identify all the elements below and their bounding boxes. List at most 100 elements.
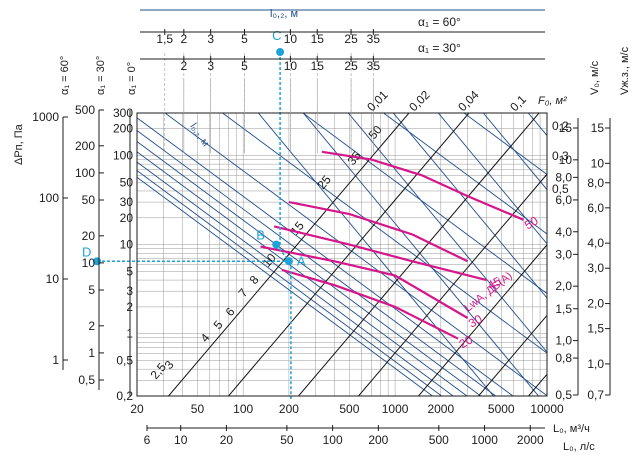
ls-tick-label: 500 xyxy=(429,433,449,447)
l02-lines-label: l₀,₂, м xyxy=(188,122,211,149)
y-tick-label: 100 xyxy=(113,149,133,163)
v0-tick-label: 1,5 xyxy=(555,302,572,316)
v0-tick-label: 3,0 xyxy=(555,247,572,261)
x-tick-label: 5000 xyxy=(488,402,515,416)
y-tick-label: 20 xyxy=(120,211,134,225)
f0-label: F₀, м² xyxy=(538,95,567,107)
l02-line-label: 50 xyxy=(366,122,386,141)
l02-line xyxy=(482,113,547,191)
l02-line xyxy=(392,113,547,299)
top-tick-label: 2 xyxy=(180,32,187,46)
point-a-marker xyxy=(284,257,293,266)
alpha60-label: α₁ = 60° xyxy=(59,56,71,95)
f0-line-label: 0,04 xyxy=(455,87,482,114)
dp-tick-label: 5 xyxy=(88,283,95,297)
l02-line-label: 15 xyxy=(288,218,308,237)
f0-line-label: 0,1 xyxy=(507,92,529,114)
y-tick-label: 0,5 xyxy=(116,354,133,368)
y-tick-label: 30 xyxy=(120,195,134,209)
y-tick-label: 10 xyxy=(120,238,134,252)
x-axis-ls-label: L₀, л/с xyxy=(563,441,595,453)
y-tick-label: 200 xyxy=(113,122,133,136)
vx-tick-label: 1,5 xyxy=(587,322,604,336)
dp-tick-label: 0,5 xyxy=(78,373,95,387)
x-tick-label: 10000 xyxy=(530,402,564,416)
ls-tick-label: 1000 xyxy=(471,433,498,447)
l02-line xyxy=(382,113,547,235)
f0-line xyxy=(297,113,540,396)
f0-diagonal-lines xyxy=(167,113,547,396)
dp-tick-label: 1000 xyxy=(32,110,59,124)
x-tick-label: 100 xyxy=(233,402,253,416)
noise-curve-label: 45 xyxy=(485,274,504,293)
f0-line xyxy=(167,113,410,396)
l02-line-label: 5 xyxy=(211,318,226,332)
dp-tick-label: 50 xyxy=(82,193,96,207)
l02-line xyxy=(257,113,495,396)
vx-tick-label: 6,0 xyxy=(587,201,604,215)
dp-tick-label: 200 xyxy=(75,139,95,153)
f0-line-label: 0,02 xyxy=(406,87,433,114)
alpha30-label: α₁ = 30° xyxy=(95,56,107,95)
noise-curve-label: 30 xyxy=(466,312,485,331)
vx-tick-label: 1,0 xyxy=(587,357,604,371)
f0-line-label: 0,5 xyxy=(552,182,569,196)
v0-tick-label: 1,0 xyxy=(555,334,572,348)
dp-tick-label: 100 xyxy=(75,166,95,180)
v0-tick-label: 2,0 xyxy=(555,279,572,293)
dp-tick-label: 2 xyxy=(88,319,95,333)
dp-tick-label: 10 xyxy=(46,272,60,286)
top-tick-label: 10 xyxy=(284,32,298,46)
vx-tick-label: 8,0 xyxy=(587,176,604,190)
v0-tick-label: 8,0 xyxy=(555,170,572,184)
l02-line xyxy=(437,113,547,245)
alpha0-label: α₁ = 0° xyxy=(126,62,138,95)
x-axis-label: L₀, м³/ч xyxy=(553,423,590,435)
top-tick-label: 25 xyxy=(344,32,358,46)
l02-line xyxy=(137,161,454,396)
noise-curve xyxy=(273,225,487,282)
noise-curve xyxy=(288,201,469,263)
noise-curve-label: 20 xyxy=(457,332,476,351)
top-row2-alpha: α₁ = 30° xyxy=(418,41,461,55)
y-tick-label: 300 xyxy=(113,106,133,120)
l02-line xyxy=(463,113,547,175)
dp-tick-label: 20 xyxy=(82,229,96,243)
vx-tick-label: 10 xyxy=(591,156,605,170)
l02-line xyxy=(164,113,547,396)
vx-tick-label: 2,0 xyxy=(587,297,604,311)
top-tick-label: 3 xyxy=(207,32,214,46)
top-tick-label: 1,5 xyxy=(156,32,173,46)
v0-tick-label: 10 xyxy=(559,153,573,167)
ls-tick-label: 6 xyxy=(144,433,151,447)
top-tick-label: 15 xyxy=(311,32,325,46)
v0-tick-label: 0,5 xyxy=(555,388,572,402)
top-tick-label: 10 xyxy=(284,59,298,73)
x-tick-label: 1000 xyxy=(382,402,409,416)
top-scale-title: l₀,₂, м xyxy=(270,8,298,20)
f0-line-label: 0,01 xyxy=(364,87,391,114)
l02-line xyxy=(221,113,547,354)
l02-line xyxy=(137,176,434,396)
point-c-label: C xyxy=(272,28,281,43)
top-tick-label: 35 xyxy=(367,59,381,73)
ls-tick-label: 10 xyxy=(174,433,188,447)
point-b-label: B xyxy=(256,228,265,243)
construction-guides: A B C D xyxy=(82,28,306,399)
l02-line-label: 8 xyxy=(247,273,262,287)
top-tick-label: 15 xyxy=(311,59,325,73)
f0-line xyxy=(357,173,547,396)
x-tick-label: 2000 xyxy=(427,402,454,416)
ls-tick-label: 100 xyxy=(323,433,343,447)
point-d-label: D xyxy=(82,244,91,259)
vx-tick-label: 3,0 xyxy=(587,261,604,275)
noise-curve xyxy=(321,150,524,221)
top-tick-label: 3 xyxy=(207,59,214,73)
dp-tick-label: 500 xyxy=(75,103,95,117)
plot-frame xyxy=(136,112,548,397)
dp-axis-label: ΔPп, Па xyxy=(13,123,25,165)
noise-curves xyxy=(260,150,524,340)
f0-line-label: 0,3 xyxy=(552,149,569,163)
